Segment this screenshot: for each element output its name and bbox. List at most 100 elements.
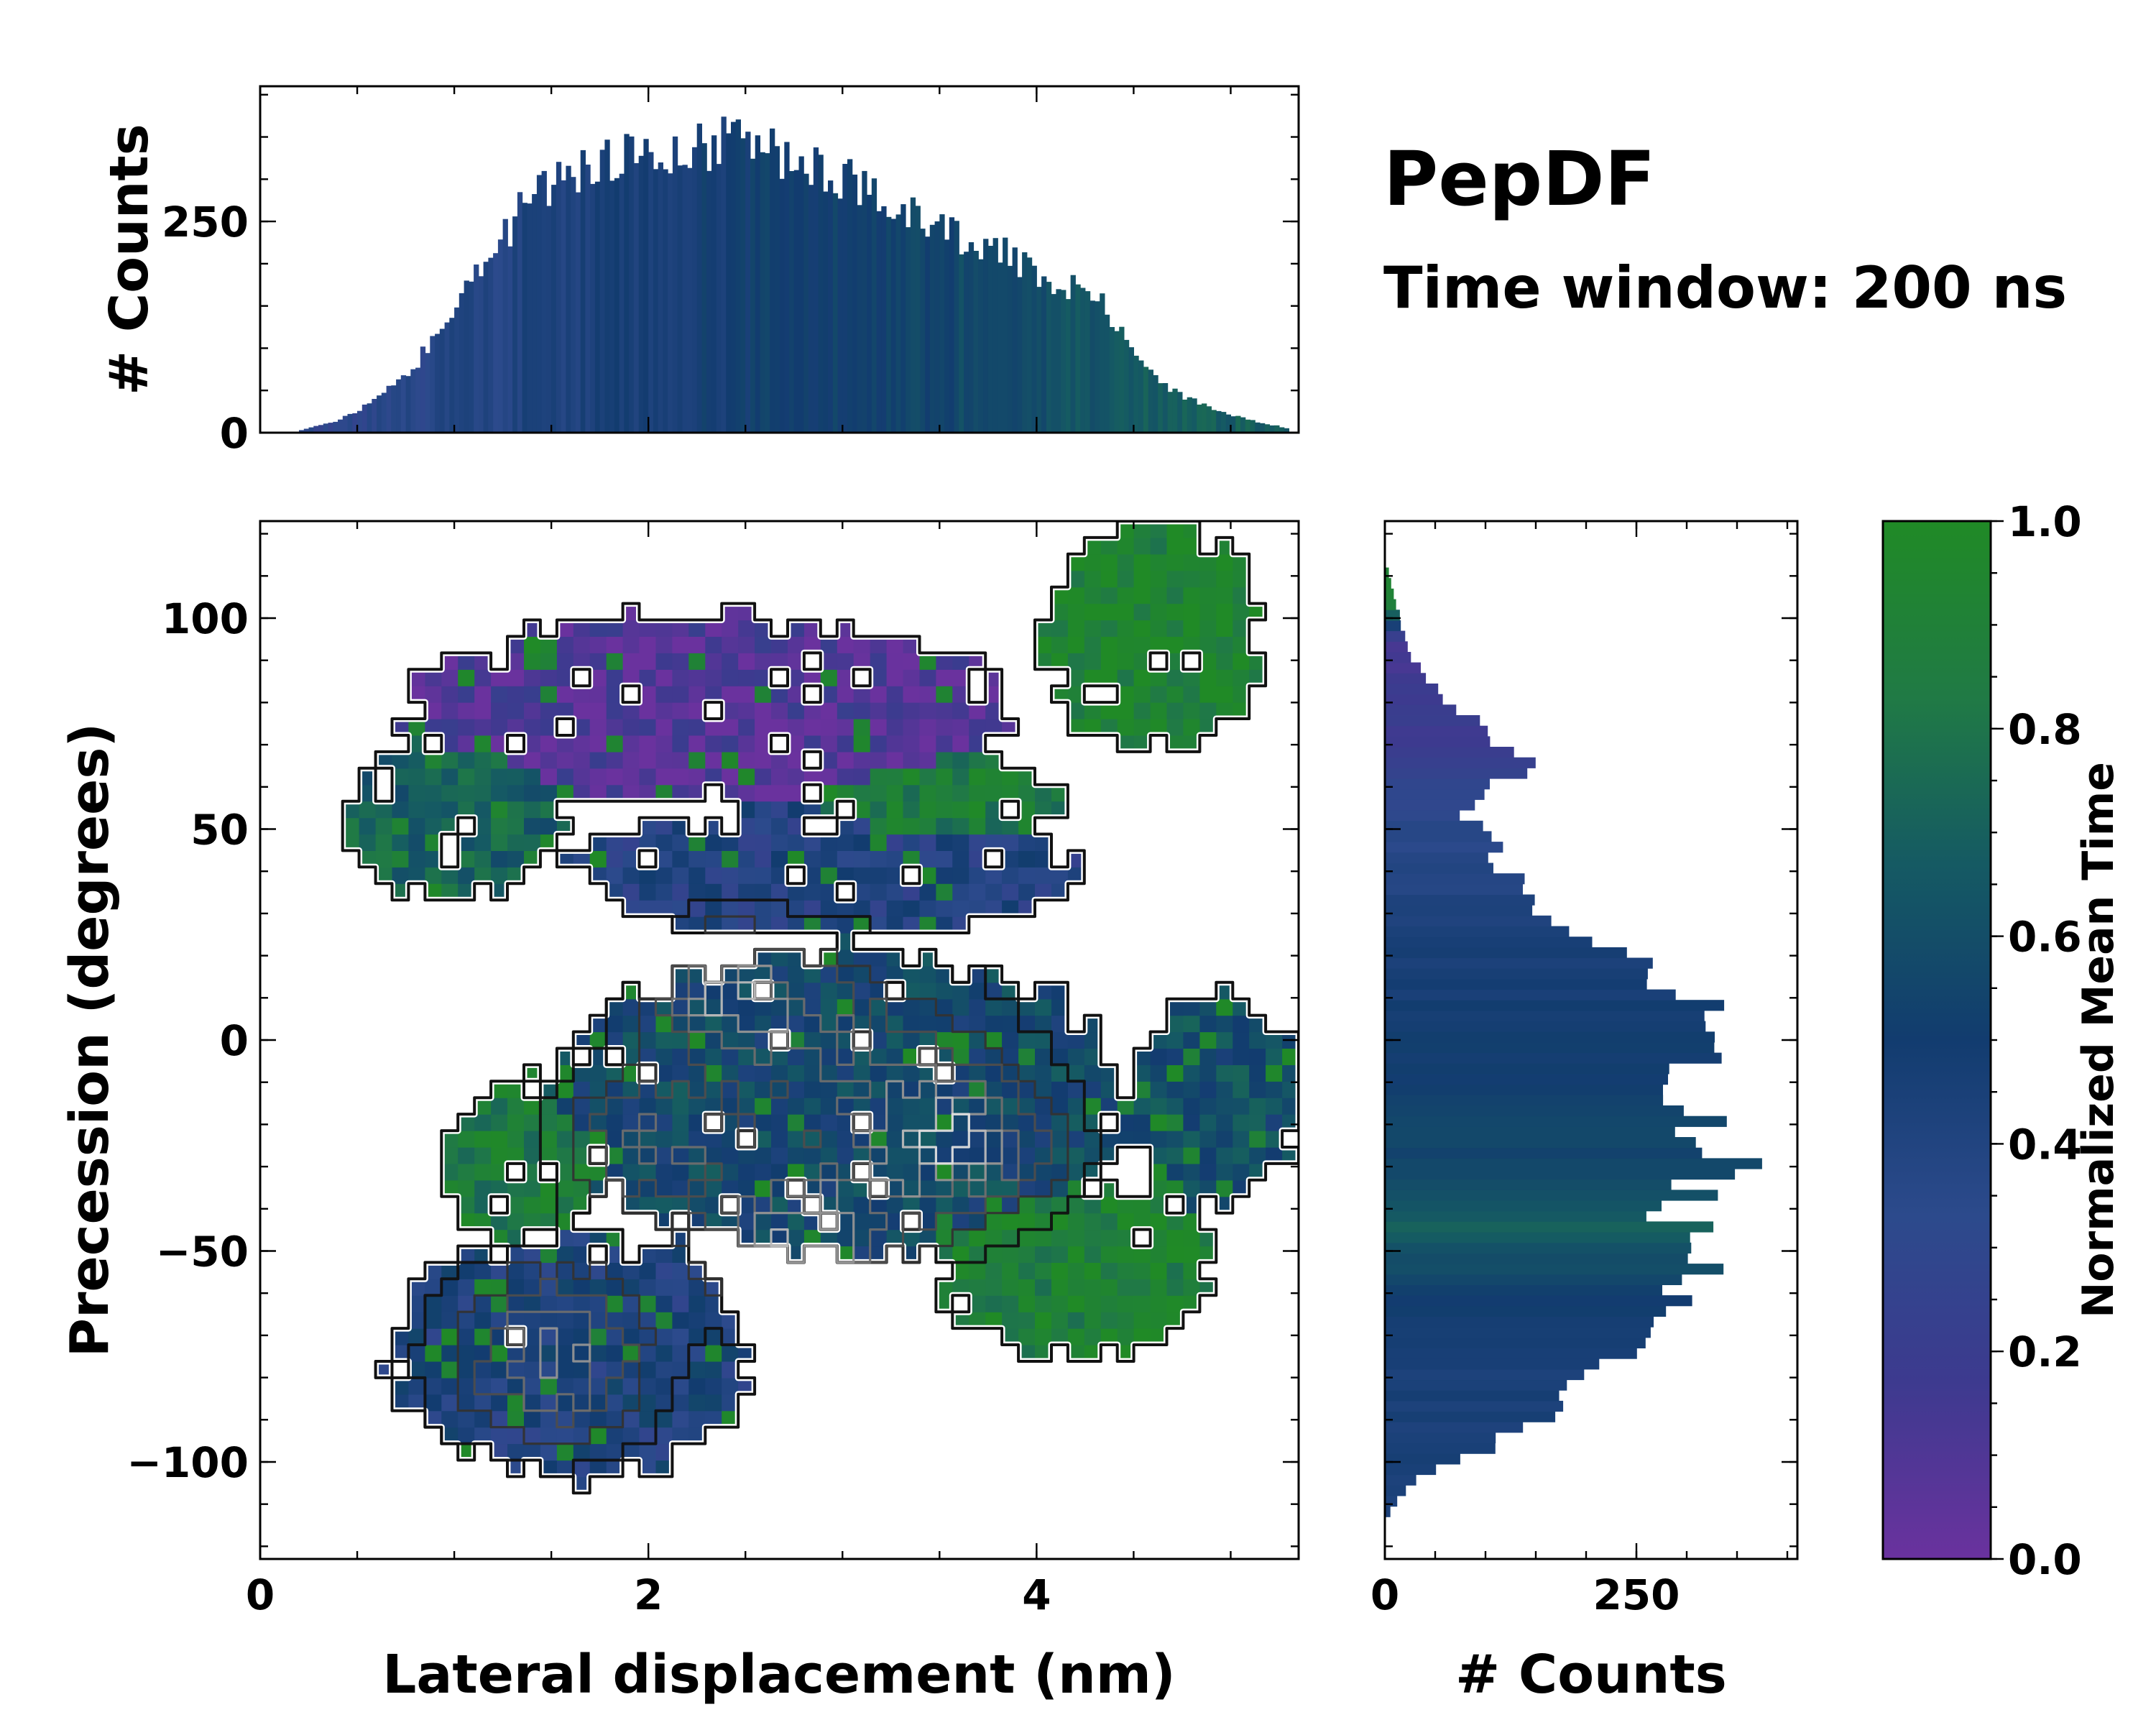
heatmap-cell — [1100, 1279, 1118, 1296]
heatmap-cell — [606, 1262, 624, 1279]
heatmap-cell — [622, 1328, 640, 1346]
top-histogram-bar — [1036, 287, 1042, 433]
heatmap-cell — [1100, 669, 1118, 686]
heatmap-cell — [771, 916, 788, 934]
heatmap-cell — [507, 1147, 525, 1164]
heatmap-cell — [524, 1147, 541, 1164]
heatmap-cell — [969, 702, 986, 719]
heatmap-cell — [458, 751, 475, 769]
heatmap-cell — [985, 1213, 1003, 1230]
heatmap-cell — [556, 1213, 574, 1230]
heatmap-cell — [919, 1179, 936, 1197]
heatmap-cell — [705, 1098, 722, 1115]
top-histogram-bar — [469, 281, 474, 433]
heatmap-cell — [1018, 834, 1036, 851]
heatmap-cell — [803, 982, 821, 1000]
heatmap-cell — [474, 850, 492, 868]
heatmap-cell — [540, 1262, 558, 1279]
heatmap-cell — [1002, 1179, 1019, 1197]
heatmap-cell — [936, 653, 953, 670]
heatmap-cell — [524, 1246, 541, 1263]
heatmap-cell — [639, 1328, 656, 1346]
density-contour-level — [506, 965, 1020, 1412]
heatmap-cell — [919, 1064, 936, 1082]
heatmap-cell — [870, 1147, 888, 1164]
heatmap-cell — [1018, 1295, 1036, 1312]
heatmap-cell — [1018, 1131, 1036, 1148]
heatmap-cell — [408, 817, 425, 835]
heatmap-cell — [705, 850, 722, 868]
heatmap-cell — [655, 1361, 673, 1379]
heatmap-cell — [622, 1179, 640, 1197]
heatmap-cell — [820, 702, 838, 719]
heatmap-cell — [722, 636, 739, 653]
heatmap-cell — [771, 1015, 788, 1033]
heatmap-cell — [1035, 1098, 1052, 1115]
heatmap-cell — [1117, 537, 1135, 555]
heatmap-cell — [820, 1131, 838, 1148]
heatmap-cell — [853, 900, 871, 917]
heatmap-cell — [969, 801, 986, 819]
heatmap-cell — [524, 817, 541, 835]
heatmap-cell — [870, 686, 888, 703]
heatmap-cell — [540, 1345, 558, 1362]
top-histogram-bar — [1158, 383, 1164, 433]
top-histogram-bar — [842, 164, 848, 433]
heatmap-cell — [622, 1015, 640, 1033]
heatmap-cell — [1117, 603, 1135, 621]
top-histogram-bar — [1206, 406, 1212, 433]
top-histogram-bar — [1114, 331, 1120, 433]
heatmap-cell — [705, 1345, 722, 1362]
heatmap-cell — [573, 1377, 591, 1395]
heatmap-cell — [425, 669, 442, 686]
right-histogram-bar — [1385, 1000, 1725, 1011]
heatmap-cell — [886, 653, 904, 670]
heatmap-cell — [1282, 1048, 1299, 1065]
heatmap-cell — [936, 1295, 953, 1312]
heatmap-cell — [722, 1394, 739, 1412]
heatmap-cell — [425, 1312, 442, 1329]
heatmap-cell — [837, 686, 854, 703]
heatmap-cell — [507, 653, 525, 670]
heatmap-cell — [969, 1295, 986, 1312]
top-histogram-bar — [590, 183, 596, 433]
heatmap-cell — [639, 686, 656, 703]
heatmap-cell — [837, 933, 854, 950]
colorbar-tick-label: 0.6 — [2008, 913, 2082, 962]
heatmap-cell — [491, 867, 508, 884]
heatmap-cell — [1067, 553, 1085, 571]
heatmap-cell — [853, 883, 871, 901]
heatmap-cell — [589, 1361, 607, 1379]
heatmap-cell — [672, 1394, 689, 1412]
heatmap-cell — [738, 801, 755, 819]
heatmap-cell — [688, 1048, 706, 1065]
heatmap-cell — [952, 1196, 969, 1214]
heatmap-cell — [820, 1229, 838, 1247]
heatmap-cell — [474, 719, 492, 736]
top-histogram-bar — [983, 239, 989, 433]
heatmap-cell — [1051, 867, 1069, 884]
heatmap-cell — [738, 834, 755, 851]
top-histogram-bar — [546, 206, 552, 433]
heatmap-cell — [524, 1394, 541, 1412]
heatmap-cell — [738, 817, 755, 835]
heatmap-cell — [722, 784, 739, 802]
heatmap-cell — [820, 653, 838, 670]
heatmap-cell — [589, 1031, 607, 1049]
heatmap-cell — [952, 1279, 969, 1296]
heatmap-cell — [1166, 1262, 1184, 1279]
heatmap-cell — [1051, 1196, 1069, 1214]
heatmap-cell — [837, 1179, 854, 1197]
heatmap-cell — [1233, 586, 1250, 604]
heatmap-cell — [688, 719, 706, 736]
heatmap-cell — [589, 834, 607, 851]
heatmap-cell — [919, 751, 936, 769]
heatmap-cell — [1233, 1015, 1250, 1033]
heatmap-cell — [738, 1081, 755, 1098]
heatmap-cell — [672, 1081, 689, 1098]
heatmap-cell — [705, 834, 722, 851]
heatmap-cell — [755, 1179, 772, 1197]
heatmap-cell — [985, 801, 1003, 819]
top-histogram-bar — [352, 413, 358, 433]
heatmap-cell — [985, 998, 1003, 1016]
